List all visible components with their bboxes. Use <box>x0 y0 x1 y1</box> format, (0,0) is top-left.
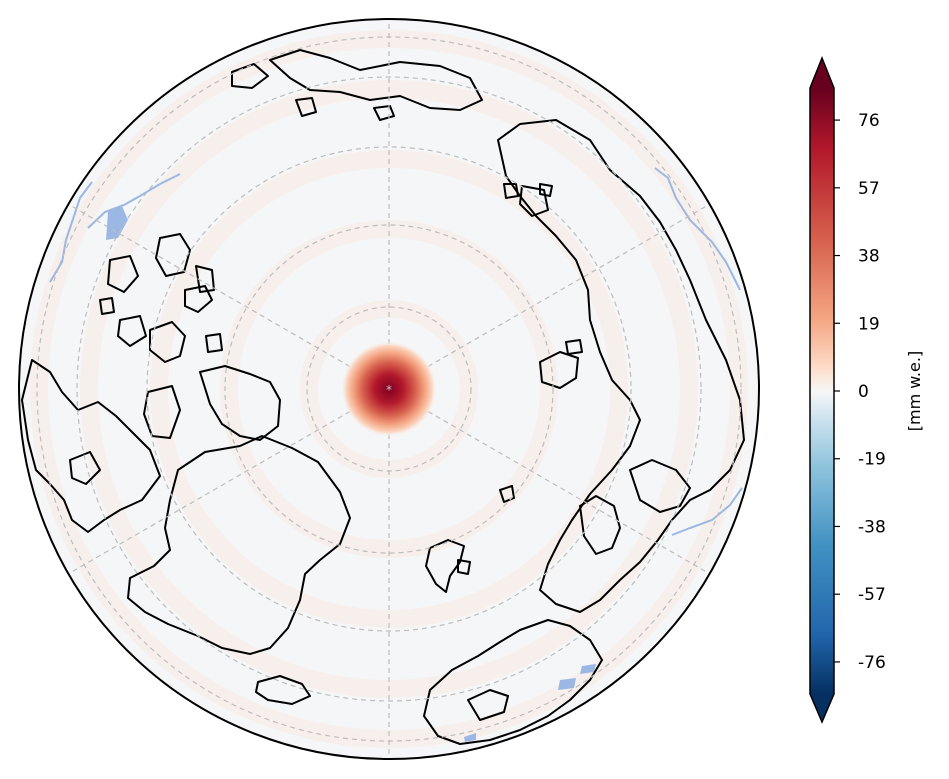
colorbar-tick-label: -19 <box>858 450 886 470</box>
graticule <box>36 19 742 759</box>
colorbar-tick-label: 76 <box>858 111 880 131</box>
colorbar-tick-label: -38 <box>858 517 886 537</box>
pole-marker: * <box>386 383 392 397</box>
colorbar-tick-label: -76 <box>858 653 886 673</box>
colorbar-tick-label: -57 <box>858 585 886 605</box>
colorbar-label: [mm w.e.] <box>905 351 924 431</box>
colorbar-tick-label: 57 <box>858 179 880 199</box>
colorbar-extend-max <box>810 58 834 88</box>
pole-anomaly <box>341 341 437 437</box>
globe-outline <box>18 18 760 760</box>
lakes-fill <box>106 206 596 742</box>
colorbar-extend-min <box>810 694 834 722</box>
colorbar-tick-label: 19 <box>858 314 880 334</box>
colorbar-ticks: 76 57 38 19 0 -19 -38 -57 -76 <box>834 111 886 673</box>
colorbar-outline <box>809 55 835 724</box>
colorbar-tick-label: 0 <box>858 382 869 402</box>
colorbar-tick-label: 38 <box>858 247 880 267</box>
lakes-lines <box>49 167 743 536</box>
colorbar: 76 57 38 19 0 -19 -38 -57 -76 [mm w.e.] <box>809 55 924 724</box>
coastlines <box>21 49 745 745</box>
colorbar-gradient <box>810 88 834 694</box>
